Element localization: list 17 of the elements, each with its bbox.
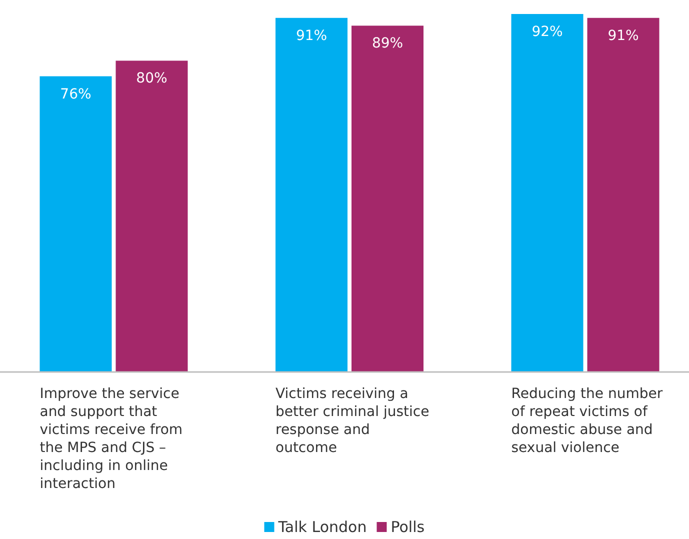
bar bbox=[511, 14, 584, 372]
x-tick-label: Improve the service and support that victims receive from the MPS and CJS – including in online interaction bbox=[40, 386, 183, 492]
bar bbox=[40, 76, 112, 372]
x-tick-label: Victims receiving a better criminal justice response and outcome bbox=[276, 386, 430, 456]
bar bbox=[587, 18, 660, 372]
x-tick-label: Reducing the number of repeat victims of domestic abuse and sexual violence bbox=[511, 386, 663, 456]
data-label: 91% bbox=[296, 28, 328, 44]
data-label: 76% bbox=[60, 86, 92, 102]
data-label: 80% bbox=[136, 70, 168, 87]
bar bbox=[276, 18, 348, 372]
legend-label: Talk London bbox=[277, 518, 367, 536]
bar bbox=[352, 26, 424, 372]
bar bbox=[116, 60, 188, 372]
data-label: 91% bbox=[608, 28, 639, 44]
data-label: 92% bbox=[532, 24, 563, 40]
data-label: 89% bbox=[372, 36, 404, 52]
legend-label: Polls bbox=[390, 518, 425, 536]
